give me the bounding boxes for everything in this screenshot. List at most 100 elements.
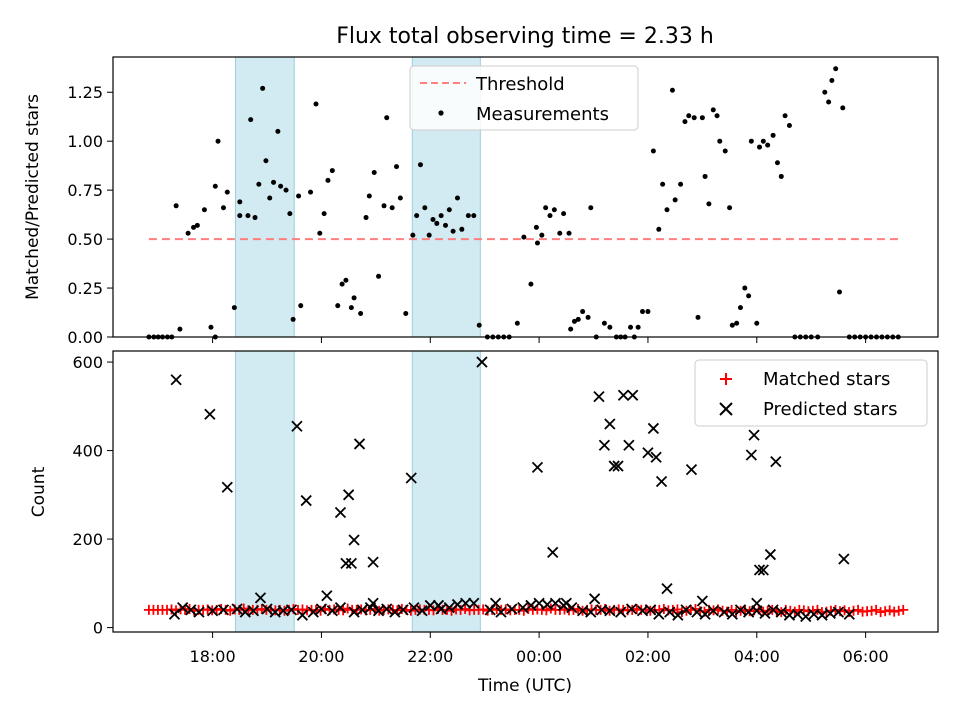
measurement-point (534, 240, 540, 246)
predicted-star-marker (364, 602, 377, 614)
measurement-point (296, 193, 302, 199)
measurement-point (278, 183, 284, 189)
predicted-star-marker (185, 604, 197, 616)
predicted-star-marker (547, 546, 559, 558)
measurement-point (774, 160, 780, 166)
measurement-point (366, 193, 372, 199)
predicted-star-marker (356, 604, 368, 616)
measurement-point (191, 224, 197, 230)
measurement-point (446, 207, 452, 213)
predicted-star-marker (696, 595, 708, 607)
measurement-point (313, 101, 319, 107)
predicted-star-marker (685, 463, 698, 476)
measurement-point (557, 230, 563, 236)
legend-measurements-label: Measurements (476, 104, 609, 125)
measurement-point (833, 66, 839, 72)
predicted-star-marker (315, 603, 328, 615)
predicted-star-marker (588, 593, 601, 605)
measurement-point (287, 211, 293, 217)
measurement-point (691, 115, 697, 121)
predicted-star-marker (726, 608, 738, 620)
predicted-star-marker (770, 455, 782, 468)
measurement-point (672, 197, 678, 203)
predicted-star-marker (506, 603, 518, 615)
measurement-point (329, 168, 335, 174)
measurement-point (742, 285, 748, 291)
measurement-point (422, 205, 428, 211)
predicted-star-marker (650, 451, 662, 463)
predicted-star-marker (615, 606, 627, 618)
predicted-star-marker (348, 534, 360, 546)
predicted-star-marker (525, 599, 537, 612)
measurement-point (717, 138, 723, 144)
predicted-star-marker (745, 449, 757, 461)
top-y-tick-label: 1.25 (67, 83, 103, 102)
measurement-point (566, 230, 572, 236)
bottom-plot-frame (112, 350, 939, 633)
predicted-star-marker (585, 606, 597, 618)
predicted-star-marker (353, 438, 366, 450)
predicted-star-marker (476, 356, 488, 368)
predicted-star-marker (557, 599, 570, 612)
measurement-point (443, 222, 449, 228)
measurement-point (528, 281, 534, 287)
x-axis-label: Time (UTC) (477, 676, 572, 696)
shaded-interval-bottom-0 (234, 350, 295, 633)
measurement-point (729, 322, 735, 328)
measurement-point (434, 220, 440, 226)
measurement-point (706, 201, 712, 207)
measurement-point (822, 89, 828, 95)
predicted-star-marker (751, 605, 763, 617)
measurement-point (656, 226, 662, 232)
top-y-axis-label: Matched/Predicted stars (23, 94, 43, 300)
predicted-star-marker (593, 390, 605, 403)
measurement-point (194, 222, 200, 228)
predicted-star-marker (170, 374, 182, 386)
measurement-point (201, 207, 207, 213)
measurement-point (298, 303, 304, 309)
predicted-star-marker (334, 602, 347, 614)
measurement-point (426, 232, 432, 238)
measurement-point (173, 203, 179, 209)
bottom-y-tick-label: 0 (93, 619, 103, 638)
measurement-point (699, 115, 705, 121)
measurement-point (339, 281, 345, 287)
predicted-star-marker (699, 608, 711, 620)
predicted-star-marker (460, 597, 472, 609)
measurement-point (635, 324, 641, 330)
bottom-legend: Matched stars Predicted stars (694, 359, 928, 427)
measurement-point (760, 138, 766, 144)
measurement-point (430, 217, 436, 223)
matched-star-marker (898, 604, 909, 615)
predicted-star-marker (468, 597, 480, 609)
measurement-point (348, 305, 354, 311)
top-y-tick-label: 1.00 (67, 132, 103, 151)
measurement-point (539, 232, 545, 238)
measurement-point (371, 170, 377, 176)
predicted-star-marker (343, 489, 355, 501)
measurement-point (325, 177, 331, 183)
measurement-point (588, 205, 594, 211)
measurement-point (757, 144, 763, 150)
measurement-point (543, 205, 549, 211)
predicted-star-marker (734, 604, 747, 616)
predicted-star-marker (718, 606, 730, 618)
measurement-point (514, 320, 520, 326)
predicted-star-marker (791, 608, 804, 620)
predicted-star-marker (753, 564, 766, 576)
measurement-point (702, 173, 708, 179)
measurement-point (376, 273, 382, 279)
bottom-x-tick-label: 06:00 (843, 647, 889, 666)
bottom-x-tick-label: 20:00 (298, 647, 344, 666)
measurement-point (734, 320, 740, 326)
legend-measurements-swatch (438, 110, 444, 116)
measurement-point (770, 132, 776, 138)
predicted-star-marker (168, 608, 181, 620)
measurement-point (521, 234, 527, 240)
measurement-point (628, 324, 634, 330)
predicted-star-marker (217, 604, 230, 616)
predicted-star-marker (326, 605, 338, 617)
predicted-star-marker (604, 605, 616, 617)
shaded-interval-bottom-1 (411, 350, 481, 633)
measurement-point (237, 213, 243, 219)
